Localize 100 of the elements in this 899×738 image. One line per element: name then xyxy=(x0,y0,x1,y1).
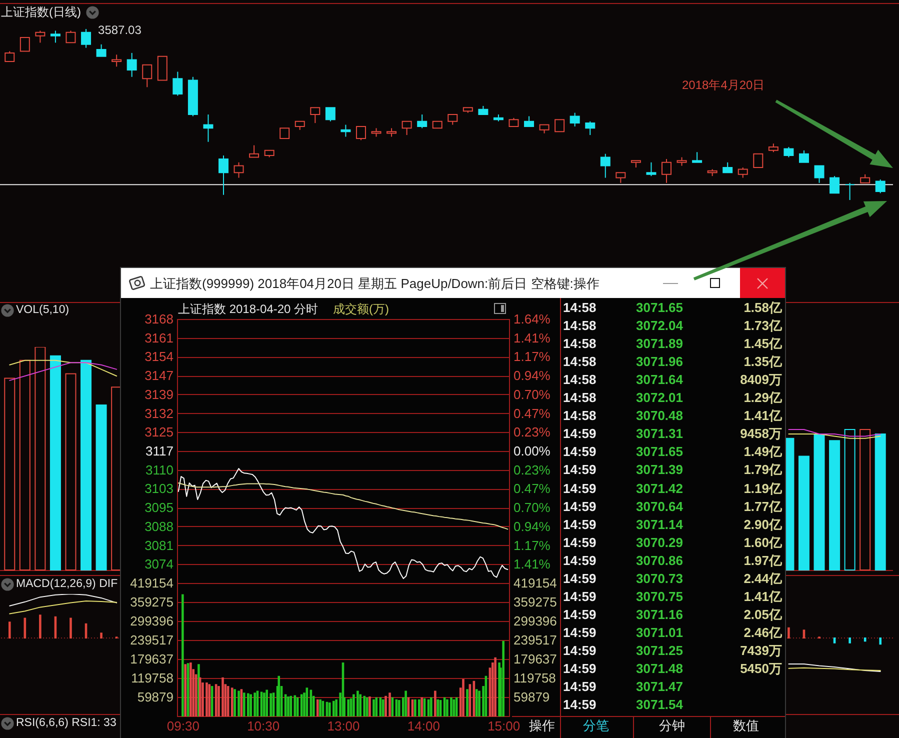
y-tick-label: 3132 xyxy=(144,406,174,421)
y-tick-label: 3161 xyxy=(144,330,174,346)
y-tick-label: 3110 xyxy=(146,462,174,478)
y2-tick-label: 1.41% xyxy=(514,330,551,346)
data-label: 1.29亿 xyxy=(744,390,782,406)
data-label: 7439万 xyxy=(740,642,782,658)
y2-tick-label: 0.00% xyxy=(514,444,551,458)
category-label: 14:59 xyxy=(563,534,596,550)
annotation: 2018年4月20日 xyxy=(682,78,765,92)
data-label: 1.49亿 xyxy=(744,444,782,460)
data-label: 3071.25 xyxy=(636,642,683,658)
data-label: 9458万 xyxy=(740,426,782,442)
y-tick-label: 3095 xyxy=(144,500,174,516)
chart-title: VOL(5,10) xyxy=(16,303,70,318)
y2-tick-label: 179637 xyxy=(514,652,557,666)
y2-tick-label: 0.94% xyxy=(514,368,551,384)
y2-tick-label: 1.64% xyxy=(514,312,551,326)
category-label: 14:58 xyxy=(563,372,596,388)
data-label: 3071.16 xyxy=(636,606,683,622)
data-label: 8409万 xyxy=(740,372,782,388)
data-label: 2.46亿 xyxy=(744,624,782,640)
data-label: 1.19亿 xyxy=(744,480,782,496)
x-tick-label: 15:00 xyxy=(488,718,520,734)
category-label: 14:59 xyxy=(563,661,596,676)
y-tick-label: 3103 xyxy=(144,481,174,496)
data-label: 3071.01 xyxy=(636,624,683,640)
data-label: 3070.75 xyxy=(636,588,683,604)
y2-tick-label: 299396 xyxy=(514,614,557,628)
y2-tick-label: 419154 xyxy=(514,576,557,590)
data-label: 2.90亿 xyxy=(744,516,782,532)
category-label: 14:59 xyxy=(563,552,596,568)
y2-tick-label: 0.47% xyxy=(514,406,551,421)
y2-tick-label: 0.23% xyxy=(514,424,551,440)
y-tick-label: 3088 xyxy=(144,518,174,534)
y2-tick-label: 0.94% xyxy=(514,518,551,534)
y2-tick-label: 0.70% xyxy=(514,386,551,402)
text: 数值 xyxy=(733,718,759,733)
data-label: 3071.48 xyxy=(636,661,683,676)
x-tick-label: 14:00 xyxy=(407,718,440,734)
chart-subtitle: 上证指数 2018-04-20 分时 xyxy=(178,302,318,317)
category-label: 14:59 xyxy=(563,570,596,586)
data-label: 1.79亿 xyxy=(744,462,782,478)
category-label: 14:58 xyxy=(563,300,596,315)
data-label: 3071.54 xyxy=(636,697,683,712)
y-tick-label: 3117 xyxy=(146,444,174,458)
y-tick-label: 3125 xyxy=(144,424,174,440)
data-label: 3072.04 xyxy=(636,318,683,334)
data-label: 1.41亿 xyxy=(744,408,782,424)
y2-tick-label: 119758 xyxy=(514,670,556,686)
data-label: 3071.89 xyxy=(636,336,683,352)
y-tick-label: 3081 xyxy=(144,538,174,553)
y-tick-label: 419154 xyxy=(130,576,174,590)
x-tick-label: 09:30 xyxy=(166,718,200,734)
data-label: 1.73亿 xyxy=(744,318,782,334)
y-tick-label: 299396 xyxy=(130,614,174,628)
category-label: 14:59 xyxy=(563,462,596,478)
category-label: 14:59 xyxy=(563,624,596,640)
data-label: 1.60亿 xyxy=(744,534,782,550)
data-label: 3070.48 xyxy=(636,408,683,424)
chart-title: 上证指数(日线) xyxy=(1,5,81,20)
y2-tick-label: 239517 xyxy=(514,632,557,648)
category-label: 14:58 xyxy=(563,408,596,424)
category-label: 14:59 xyxy=(563,642,596,658)
data-label: 3071.64 xyxy=(636,372,683,388)
y2-tick-label: 359275 xyxy=(514,594,557,610)
data-label: 3070.64 xyxy=(636,498,683,514)
data-label: 3071.39 xyxy=(636,462,683,478)
category-label: 14:58 xyxy=(563,354,596,370)
data-label: 3071.14 xyxy=(636,516,683,532)
data-label: 2.44亿 xyxy=(744,570,782,586)
chart-title: 上证指数(999999) 2018年04月20日 星期五 PageUp/Down:前后日 空格键:操作 xyxy=(150,276,600,291)
data-label: 2.05亿 xyxy=(744,606,782,622)
y2-tick-label: 0.70% xyxy=(514,500,551,516)
y2-tick-label: 0.47% xyxy=(514,481,551,496)
y-tick-label: 119758 xyxy=(131,670,174,686)
data-label: 3071.65 xyxy=(636,300,683,315)
data-label: 3070.29 xyxy=(636,534,683,550)
text: RSI(6,6,6) RSI1: 33 xyxy=(16,716,116,731)
x-tick-label: 13:00 xyxy=(327,718,360,734)
category-label: 14:59 xyxy=(563,516,596,532)
y-tick-label: 3147 xyxy=(144,368,174,384)
category-label: 14:59 xyxy=(563,606,596,622)
category-label: 14:59 xyxy=(563,679,596,694)
data-label: 1.58亿 xyxy=(744,300,782,315)
y2-tick-label: 1.41% xyxy=(514,556,551,572)
category-label: 14:59 xyxy=(563,498,596,514)
data-label: 3071.31 xyxy=(636,426,683,442)
category-label: 14:59 xyxy=(563,588,596,604)
y-tick-label: 3074 xyxy=(144,556,174,572)
text: 成交额(万) xyxy=(333,302,389,317)
data-label: 3071.96 xyxy=(636,354,683,370)
data-label: 1.45亿 xyxy=(744,336,782,352)
text: 分笔 xyxy=(583,718,609,733)
text: 分钟 xyxy=(659,718,685,733)
category-label: 14:59 xyxy=(563,697,596,712)
chart-title: MACD(12,26,9) DIF xyxy=(16,577,118,592)
y-tick-label: 3154 xyxy=(144,349,174,364)
y-tick-label: 3168 xyxy=(144,312,174,326)
category-label: 14:58 xyxy=(563,390,596,406)
y-tick-label: 359275 xyxy=(130,594,174,610)
